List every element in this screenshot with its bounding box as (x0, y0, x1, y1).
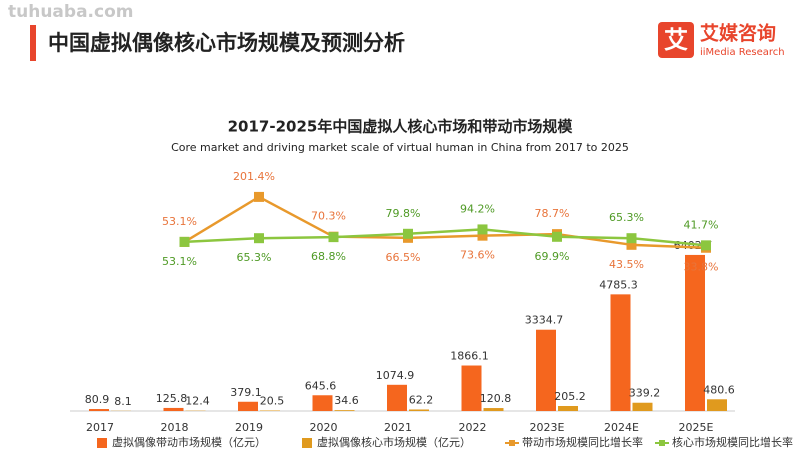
logo-icon: 艾 (664, 26, 688, 54)
bar-value-label: 125.8 (156, 392, 188, 405)
bar-value-label: 1074.9 (376, 369, 415, 382)
bar (558, 405, 578, 411)
line-point (328, 232, 339, 243)
line-value-label: 41.7% (684, 218, 719, 231)
line-value-label: 65.3% (237, 251, 272, 264)
line-value-label: 78.7% (535, 207, 570, 220)
bar (632, 402, 653, 411)
x-tick-label: 2023E (530, 421, 565, 434)
line-value-label: 68.8% (311, 250, 346, 263)
bar (707, 399, 727, 411)
bar (461, 365, 482, 411)
bar (610, 294, 631, 411)
x-tick-label: 2025E (679, 421, 714, 434)
bar-value-label: 80.9 (85, 393, 110, 406)
logo-name: 艾媒咨询 (700, 22, 776, 45)
bar-value-label: 34.6 (334, 394, 359, 407)
bar-value-label: 480.6 (703, 383, 735, 396)
x-tick-label: 2020 (310, 421, 338, 434)
line-point (701, 240, 711, 251)
bar (312, 395, 333, 411)
legend-swatch (509, 440, 515, 446)
legend-swatch (97, 438, 107, 448)
bar-value-label: 120.8 (480, 392, 512, 405)
line-point (552, 231, 562, 242)
bar-value-label: 20.5 (260, 395, 285, 408)
line-point (179, 236, 190, 247)
line (184, 228, 707, 247)
x-tick-label: 2019 (235, 421, 263, 434)
bar (89, 409, 109, 411)
legend-label: 带动市场规模同比增长率 (522, 435, 643, 449)
legend-label: 核心市场规模同比增长率 (672, 435, 793, 449)
logo-sub: iiMedia Research (700, 47, 785, 58)
bar (238, 401, 258, 411)
line-value-label: 79.8% (386, 207, 421, 220)
logo-icon-bg (658, 22, 694, 58)
line-point (254, 233, 264, 244)
x-tick-label: 2024E (604, 421, 639, 434)
line-value-label: 201.4% (233, 170, 275, 183)
line-value-label: 65.3% (609, 211, 644, 224)
line-value-label: 94.2% (460, 202, 495, 215)
bar (387, 384, 407, 411)
watermark: tuhuaba.com (8, 2, 133, 22)
bar-value-label: 3334.7 (525, 314, 564, 327)
line-point (626, 239, 637, 250)
bar-value-label: 205.2 (554, 390, 586, 403)
bar-value-label: 1866.1 (450, 350, 489, 363)
legend-swatch (302, 438, 312, 448)
bar-value-label: 379.1 (230, 386, 262, 399)
line-point (254, 191, 264, 202)
line-point (477, 230, 488, 241)
bar (536, 329, 556, 411)
bar (163, 407, 184, 411)
bar (409, 409, 429, 411)
line-value-label: 66.5% (386, 251, 421, 264)
x-tick-label: 2018 (161, 421, 189, 434)
legend-label: 虚拟偶像核心市场规模（亿元） (317, 435, 471, 449)
bar-value-label: 62.2 (409, 393, 434, 406)
chart-title: 2017-2025年中国虚拟人核心市场和带动市场规模 (228, 118, 574, 136)
line-value-label: 53.1% (162, 215, 197, 228)
x-tick-label: 2021 (384, 421, 412, 434)
legend-swatch (659, 440, 665, 446)
bar-value-label: 12.4 (185, 395, 210, 408)
header-accent (30, 25, 36, 61)
chart-subtitle: Core market and driving market scale of … (171, 141, 629, 154)
line-value-label: 69.9% (535, 250, 570, 263)
line-value-label: 70.3% (311, 210, 346, 223)
line-point (403, 228, 413, 239)
header-title: 中国虚拟偶像核心市场规模及预测分析 (48, 31, 405, 55)
line-value-label: 43.5% (609, 258, 644, 271)
legend-label: 虚拟偶像带动市场规模（亿元） (112, 435, 266, 449)
x-tick-label: 2017 (86, 421, 114, 434)
line-value-label: 73.6% (460, 249, 495, 262)
bar-value-label: 4785.3 (599, 278, 638, 291)
line-point (626, 233, 637, 244)
line-point (477, 224, 488, 235)
bar-value-label: 339.2 (629, 387, 661, 400)
line-value-label: 53.1% (162, 255, 197, 268)
x-tick-label: 2022 (459, 421, 487, 434)
line (183, 195, 707, 249)
bar (334, 410, 355, 411)
bar (483, 408, 504, 411)
bar (685, 254, 705, 411)
bar-value-label: 8.1 (114, 395, 132, 408)
bar-value-label: 645.6 (305, 379, 337, 392)
line-value-label: 33.8% (684, 261, 719, 274)
